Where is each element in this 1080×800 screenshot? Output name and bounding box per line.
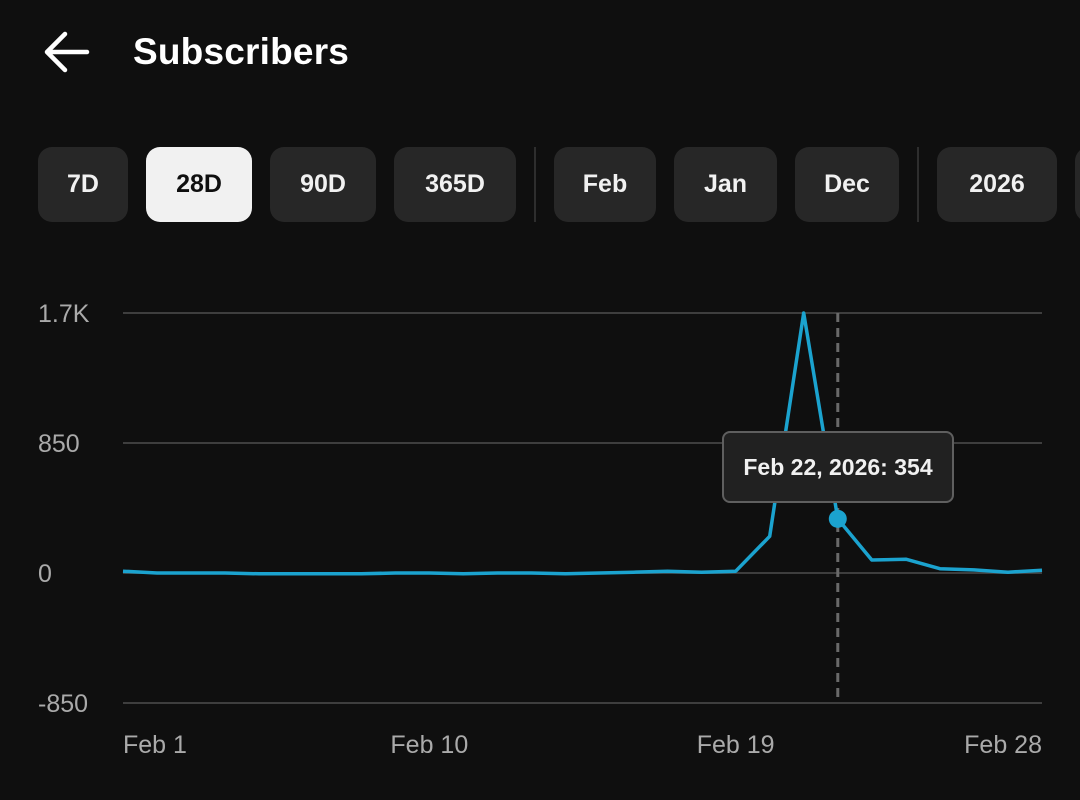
y-tick-label: 0 [38, 560, 52, 588]
chip-7d[interactable]: 7D [38, 147, 128, 222]
chip-more-partial[interactable] [1075, 147, 1080, 222]
y-tick-label: 1.7K [38, 300, 90, 328]
time-range-chips: 7D 28D 90D 365D Feb Jan Dec 2026 [38, 147, 1080, 222]
page-title: Subscribers [133, 31, 350, 72]
highlight-point [828, 509, 847, 528]
y-tick-label: -850 [38, 690, 88, 718]
header: Subscribers [0, 0, 1080, 106]
chip-dec[interactable]: Dec [795, 147, 899, 222]
back-button[interactable] [36, 26, 96, 78]
chip-2026[interactable]: 2026 [937, 147, 1057, 222]
x-tick-label: Feb 28 [964, 731, 1042, 759]
chip-28d[interactable]: 28D [146, 147, 252, 222]
y-tick-label: 850 [38, 430, 80, 458]
chip-feb[interactable]: Feb [554, 147, 656, 222]
chip-divider [917, 147, 919, 222]
chip-90d[interactable]: 90D [270, 147, 376, 222]
chip-jan[interactable]: Jan [674, 147, 777, 222]
subscribers-line-chart: 1.7K 850 0 -850 Feb 1 Feb 10 Feb 19 Feb 28 [38, 300, 1043, 759]
x-tick-label: Feb 10 [390, 731, 468, 759]
series-line [122, 311, 1043, 576]
chart-tooltip: Feb 22, 2026: 354 [722, 431, 954, 503]
x-tick-label: Feb 1 [123, 731, 187, 759]
x-tick-label: Feb 19 [697, 731, 775, 759]
arrow-back-icon [44, 31, 90, 73]
chip-365d[interactable]: 365D [394, 147, 516, 222]
chip-divider [534, 147, 536, 222]
